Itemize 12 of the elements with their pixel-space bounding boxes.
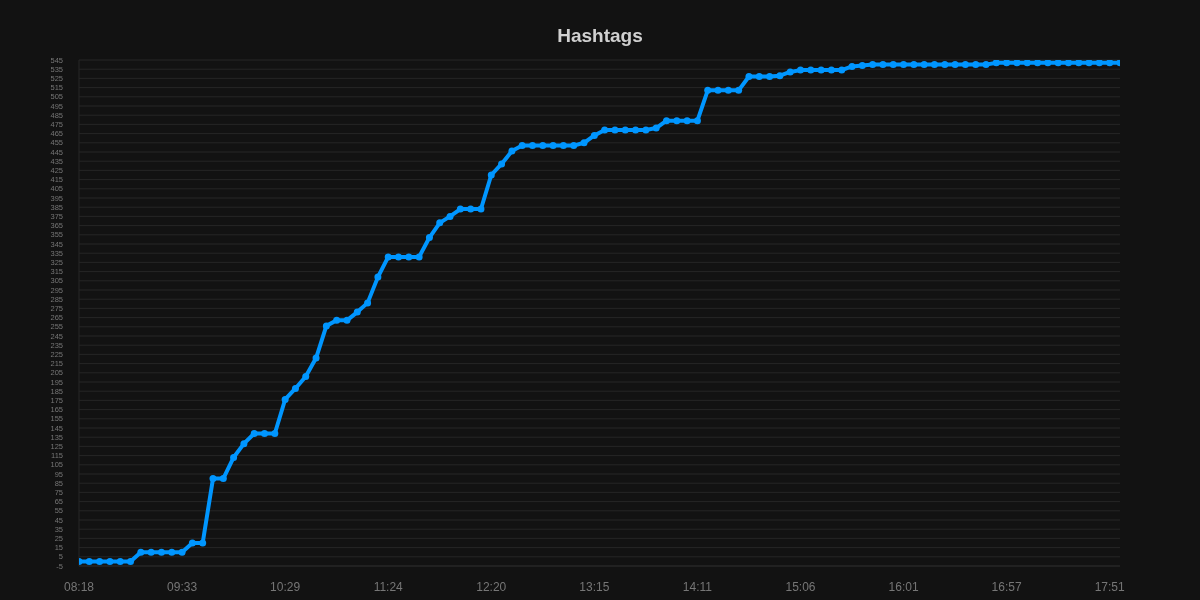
x-tick-label: 16:57 — [991, 579, 1022, 594]
chart-title: Hashtags — [556, 24, 644, 48]
x-tick-label: 14:11 — [682, 579, 713, 594]
x-tick-label: 16:01 — [888, 579, 919, 594]
x-tick-label: 08:18 — [63, 579, 95, 594]
x-tick-label: 10:29 — [270, 579, 301, 594]
x-tick-label: 15:06 — [785, 579, 816, 594]
x-tick-label: 17:51 — [1094, 579, 1126, 594]
x-tick-label: 11:24 — [373, 579, 404, 594]
x-tick-label: 09:33 — [167, 579, 198, 594]
x-tick-label: 12:20 — [476, 579, 507, 594]
x-tick-label: 13:15 — [579, 579, 610, 594]
